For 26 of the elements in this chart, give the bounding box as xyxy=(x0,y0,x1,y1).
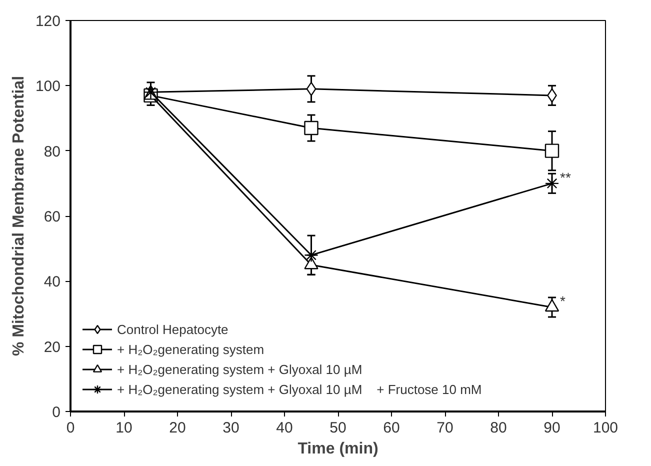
legend-label: + H₂O₂generating system + Glyoxal 10 µM + Fructose 10 mM xyxy=(117,382,482,396)
y-tick-label: 100 xyxy=(35,78,61,96)
x-tick-label: 0 xyxy=(66,420,75,436)
x-tick-label: 10 xyxy=(116,420,132,436)
y-tick-label: 120 xyxy=(35,13,61,30)
legend-label: + H₂O₂generating system xyxy=(117,342,264,356)
annotation: ** xyxy=(560,169,572,186)
x-tick-label: 30 xyxy=(222,420,240,436)
x-tick-label: 80 xyxy=(490,420,507,436)
x-tick-label: 100 xyxy=(592,420,618,436)
y-tick-label: 0 xyxy=(52,404,60,421)
legend-label: Control Hepatocyte xyxy=(117,322,228,336)
legend-label: + H₂O₂generating system + Glyoxal 10 µM xyxy=(117,362,362,376)
x-axis-title: Time (min) xyxy=(298,440,378,458)
x-tick-label: 50 xyxy=(330,420,346,436)
y-tick-label: 40 xyxy=(44,274,61,291)
y-tick-label: 80 xyxy=(44,143,61,160)
x-tick-label: 20 xyxy=(169,420,186,436)
y-axis-title: % Mitochondrial Membrane Potential xyxy=(10,76,28,356)
x-tick-label: 40 xyxy=(276,420,293,436)
y-tick-label: 60 xyxy=(44,208,61,226)
y-tick-label: 20 xyxy=(44,338,61,356)
x-tick-label: 90 xyxy=(544,420,560,436)
x-tick-label: 60 xyxy=(383,420,400,436)
annotation: * xyxy=(560,293,566,310)
x-tick-label: 70 xyxy=(436,420,454,436)
